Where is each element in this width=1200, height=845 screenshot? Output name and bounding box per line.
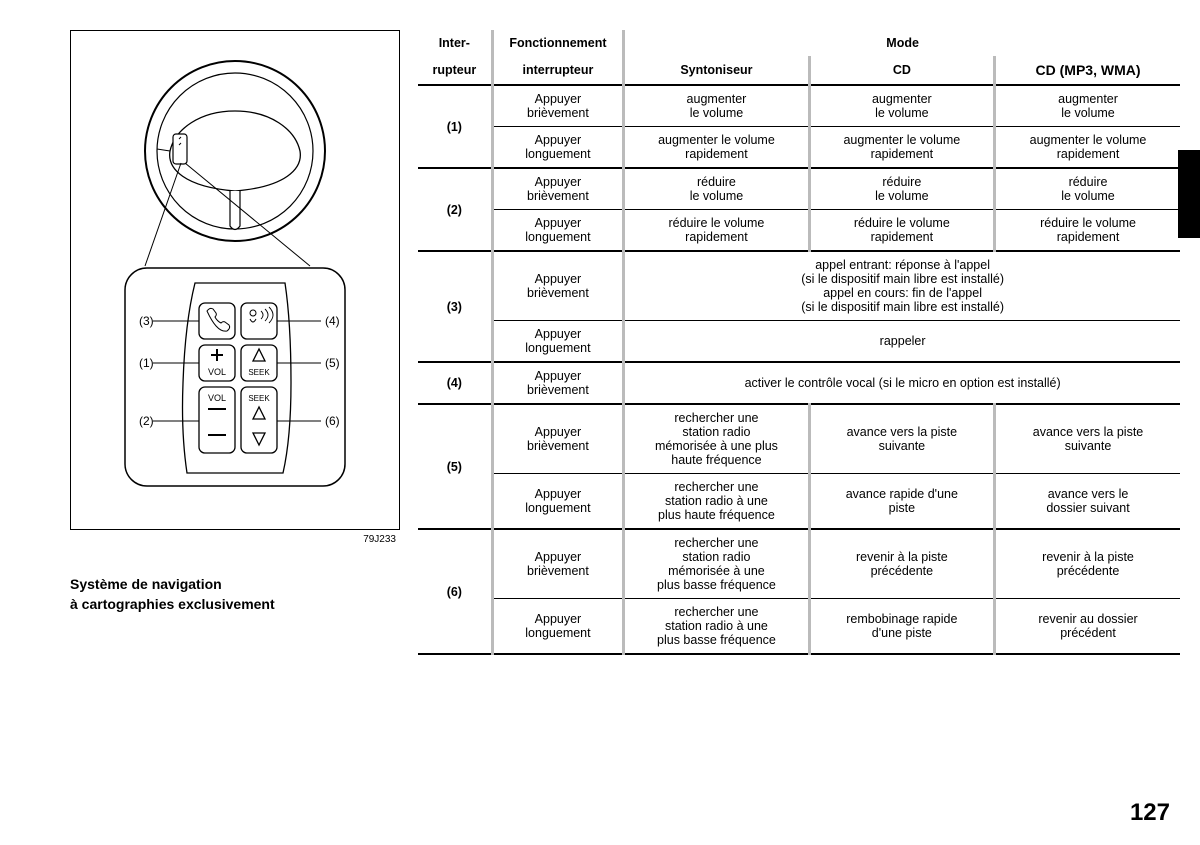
page: VOL SEEK VOL SEEK (3) [0, 0, 1200, 845]
hdr-cdmp3: CD (MP3, WMA) [995, 56, 1180, 85]
steering-wheel-diagram [81, 41, 389, 271]
r2-f1: Appuyerbrièvement [492, 168, 624, 210]
r2-c3: réduirele volume [995, 168, 1180, 210]
r1-c1: augmenterle volume [624, 85, 809, 127]
panel-label-2: (2) [139, 414, 154, 428]
r6-d3: revenir au dossierprécédent [995, 599, 1180, 655]
caption-line-2: à cartographies exclusivement [70, 595, 400, 615]
r5-d3: avance vers ledossier suivant [995, 474, 1180, 530]
r4-f1: Appuyerbrièvement [492, 362, 624, 404]
switch-2: (2) [418, 168, 492, 251]
hdr-syntoniseur: Syntoniseur [624, 56, 809, 85]
r2-c2: réduirele volume [809, 168, 994, 210]
hdr-fonct: Fonctionnement [492, 30, 624, 56]
r5-f1: Appuyerbrièvement [492, 404, 624, 474]
r1-c2: augmenterle volume [809, 85, 994, 127]
r5-f2: Appuyerlonguement [492, 474, 624, 530]
switch-5: (5) [418, 404, 492, 529]
r1-c3: augmenterle volume [995, 85, 1180, 127]
r1-d2: augmenter le volumerapidement [809, 127, 994, 169]
seek-label: SEEK [248, 368, 270, 377]
right-column: Inter- Fonctionnement Mode rupteur inter… [418, 30, 1180, 825]
figure-code: 79J233 [70, 534, 400, 545]
hdr-cd: CD [809, 56, 994, 85]
r6-f1: Appuyerbrièvement [492, 529, 624, 599]
r6-c1: rechercher unestation radiomémorisée à u… [624, 529, 809, 599]
r2-c1: réduirele volume [624, 168, 809, 210]
r2-f2: Appuyerlonguement [492, 210, 624, 252]
section-tab [1178, 150, 1200, 238]
r1-f1: Appuyerbrièvement [492, 85, 624, 127]
r3-f1: Appuyerbrièvement [492, 251, 624, 321]
switch-3: (3) [418, 251, 492, 362]
r6-f2: Appuyerlonguement [492, 599, 624, 655]
button-panel-diagram: VOL SEEK VOL SEEK (3) [95, 263, 375, 493]
r6-d2: rembobinage rapided'une piste [809, 599, 994, 655]
panel-label-3: (3) [139, 314, 154, 328]
svg-text:SEEK: SEEK [248, 394, 270, 403]
controls-table: Inter- Fonctionnement Mode rupteur inter… [418, 30, 1180, 655]
left-column: VOL SEEK VOL SEEK (3) [70, 30, 400, 825]
r2-d1: réduire le volumerapidement [624, 210, 809, 252]
r6-d1: rechercher unestation radio à uneplus ba… [624, 599, 809, 655]
r1-d1: augmenter le volumerapidement [624, 127, 809, 169]
hdr-mode: Mode [624, 30, 1180, 56]
r2-d3: réduire le volumerapidement [995, 210, 1180, 252]
vol-label: VOL [208, 367, 226, 377]
r5-c2: avance vers la pistesuivante [809, 404, 994, 474]
panel-label-5: (5) [325, 356, 340, 370]
panel-label-6: (6) [325, 414, 340, 428]
panel-label-1: (1) [139, 356, 154, 370]
hdr-inter: Inter- [418, 30, 492, 56]
figure-box: VOL SEEK VOL SEEK (3) [70, 30, 400, 530]
r6-c3: revenir à la pisteprécédente [995, 529, 1180, 599]
caption-line-1: Système de navigation [70, 575, 400, 595]
r3-m1: appel entrant: réponse à l'appel(si le d… [624, 251, 1180, 321]
page-number: 127 [1130, 799, 1170, 827]
hdr-interrupteur: interrupteur [492, 56, 624, 85]
r3-f2: Appuyerlonguement [492, 321, 624, 363]
hdr-rupteur: rupteur [418, 56, 492, 85]
caption: Système de navigation à cartographies ex… [70, 575, 400, 614]
r5-c3: avance vers la pistesuivante [995, 404, 1180, 474]
switch-6: (6) [418, 529, 492, 654]
r5-c1: rechercher unestation radiomémorisée à u… [624, 404, 809, 474]
r2-d2: réduire le volumerapidement [809, 210, 994, 252]
svg-text:VOL: VOL [208, 393, 226, 403]
r1-d3: augmenter le volumerapidement [995, 127, 1180, 169]
panel-label-4: (4) [325, 314, 340, 328]
r6-c2: revenir à la pisteprécédente [809, 529, 994, 599]
r5-d2: avance rapide d'unepiste [809, 474, 994, 530]
r3-m2: rappeler [624, 321, 1180, 363]
switch-4: (4) [418, 362, 492, 404]
r4-m1: activer le contrôle vocal (si le micro e… [624, 362, 1180, 404]
r5-d1: rechercher unestation radio à uneplus ha… [624, 474, 809, 530]
switch-1: (1) [418, 85, 492, 168]
r1-f2: Appuyerlonguement [492, 127, 624, 169]
